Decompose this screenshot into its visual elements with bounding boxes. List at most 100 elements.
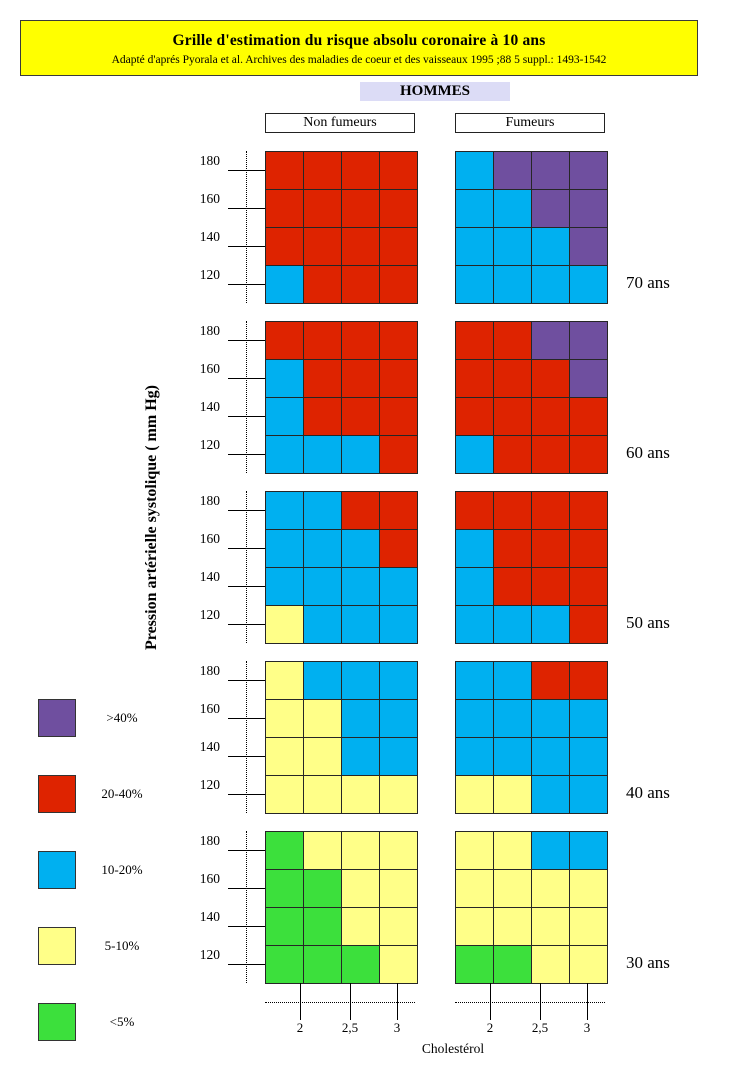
risk-grid-fumeurs bbox=[455, 321, 608, 474]
risk-cell bbox=[379, 567, 418, 606]
risk-cell bbox=[379, 945, 418, 984]
y-tick-label: 140 bbox=[199, 909, 220, 924]
y-tick-label: 160 bbox=[199, 871, 220, 886]
legend-label: 20-40% bbox=[101, 786, 143, 801]
risk-cell bbox=[493, 435, 532, 474]
risk-cell bbox=[455, 907, 494, 946]
y-tick-label: 120 bbox=[199, 777, 220, 792]
risk-cell bbox=[569, 907, 608, 946]
risk-cell bbox=[265, 907, 304, 946]
risk-cell bbox=[303, 435, 342, 474]
risk-grid-non-fumeurs bbox=[265, 491, 418, 644]
risk-cell bbox=[531, 661, 570, 700]
risk-cell bbox=[303, 605, 342, 644]
risk-cell bbox=[455, 699, 494, 738]
risk-cell bbox=[455, 359, 494, 398]
risk-cell bbox=[531, 869, 570, 908]
risk-cell bbox=[303, 775, 342, 814]
risk-cell bbox=[303, 529, 342, 568]
risk-cell bbox=[455, 397, 494, 436]
risk-cell bbox=[341, 435, 380, 474]
risk-cell bbox=[531, 699, 570, 738]
title-box: Grille d'estimation du risque absolu cor… bbox=[20, 20, 698, 76]
risk-cell bbox=[455, 775, 494, 814]
risk-cell bbox=[341, 265, 380, 304]
y-axis-guide bbox=[246, 661, 247, 813]
risk-grid-fumeurs bbox=[455, 491, 608, 644]
risk-cell bbox=[455, 661, 494, 700]
risk-grid-non-fumeurs bbox=[265, 661, 418, 814]
risk-cell bbox=[303, 907, 342, 946]
x-axis-line bbox=[455, 1002, 605, 1003]
y-tick-label: 180 bbox=[199, 833, 220, 848]
risk-cell bbox=[341, 605, 380, 644]
x-tick-label: 2,5 bbox=[531, 1020, 549, 1035]
risk-cell bbox=[341, 567, 380, 606]
risk-cell bbox=[379, 699, 418, 738]
risk-cell bbox=[569, 605, 608, 644]
x-tick-label: 3 bbox=[393, 1020, 401, 1035]
risk-cell bbox=[569, 775, 608, 814]
risk-cell bbox=[303, 151, 342, 190]
risk-grid-fumeurs bbox=[455, 151, 608, 304]
risk-cell bbox=[265, 737, 304, 776]
age-label: 60 ans bbox=[626, 443, 670, 462]
risk-cell bbox=[531, 359, 570, 398]
legend-label: >40% bbox=[106, 710, 138, 725]
risk-cell bbox=[265, 567, 304, 606]
group-header-non-fumeurs: Non fumeurs bbox=[265, 113, 415, 133]
risk-cell bbox=[493, 605, 532, 644]
y-tick-label: 180 bbox=[199, 493, 220, 508]
y-tick-label: 120 bbox=[199, 437, 220, 452]
risk-cell bbox=[265, 265, 304, 304]
risk-cell bbox=[341, 227, 380, 266]
y-tick-label: 140 bbox=[199, 229, 220, 244]
y-tick-label: 140 bbox=[199, 399, 220, 414]
risk-grid-non-fumeurs bbox=[265, 151, 418, 304]
risk-cell bbox=[531, 907, 570, 946]
risk-cell bbox=[569, 359, 608, 398]
risk-cell bbox=[303, 321, 342, 360]
risk-cell bbox=[379, 907, 418, 946]
age-label: 30 ans bbox=[626, 953, 670, 972]
risk-cell bbox=[569, 529, 608, 568]
legend-label: 5-10% bbox=[104, 938, 140, 953]
risk-cell bbox=[379, 359, 418, 398]
y-tick-label: 160 bbox=[199, 531, 220, 546]
x-axis-label: Cholestérol bbox=[421, 1041, 485, 1056]
risk-cell bbox=[265, 491, 304, 530]
risk-cell bbox=[379, 151, 418, 190]
risk-cell bbox=[303, 661, 342, 700]
risk-cell bbox=[493, 151, 532, 190]
y-tick-label: 180 bbox=[199, 153, 220, 168]
risk-cell bbox=[531, 831, 570, 870]
risk-cell bbox=[569, 831, 608, 870]
x-tick-label: 2 bbox=[486, 1020, 494, 1035]
risk-cell bbox=[569, 397, 608, 436]
risk-cell bbox=[569, 869, 608, 908]
x-tick-mark bbox=[490, 983, 491, 1020]
legend-label: 10-20% bbox=[101, 862, 143, 877]
risk-grid-non-fumeurs bbox=[265, 321, 418, 474]
risk-grid-fumeurs bbox=[455, 831, 608, 984]
x-tick-mark bbox=[300, 983, 301, 1020]
risk-cell bbox=[455, 529, 494, 568]
risk-cell bbox=[379, 605, 418, 644]
risk-cell bbox=[455, 227, 494, 266]
age-panel: 180 160 140 120 70 ans bbox=[0, 151, 747, 304]
risk-cell bbox=[265, 945, 304, 984]
risk-cell bbox=[569, 265, 608, 304]
risk-cell bbox=[569, 737, 608, 776]
risk-cell bbox=[569, 435, 608, 474]
x-axis-line bbox=[265, 1002, 415, 1003]
age-panel: 180 160 140 120 60 ans bbox=[0, 321, 747, 474]
risk-cell bbox=[379, 435, 418, 474]
age-label: 50 ans bbox=[626, 613, 670, 632]
risk-cell bbox=[265, 189, 304, 228]
risk-cell bbox=[341, 529, 380, 568]
risk-cell bbox=[303, 831, 342, 870]
risk-cell bbox=[379, 189, 418, 228]
risk-cell bbox=[341, 869, 380, 908]
risk-cell bbox=[455, 491, 494, 530]
age-label: 40 ans bbox=[626, 783, 670, 802]
